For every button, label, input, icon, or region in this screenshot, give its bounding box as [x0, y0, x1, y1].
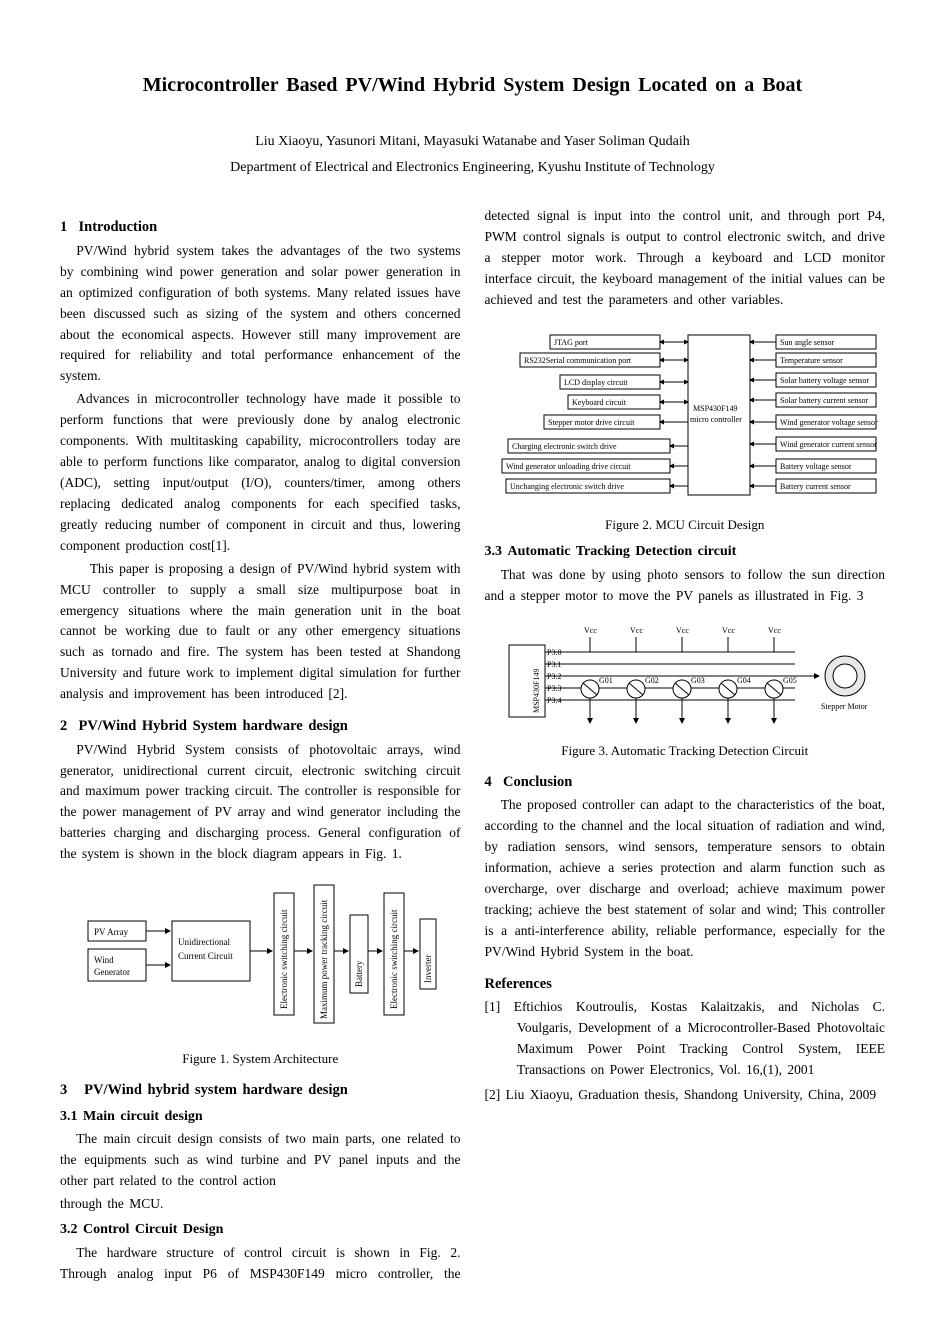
svg-text:G05: G05: [783, 676, 797, 685]
figure-3-svg: MSP430F149 P3.0 P3.1 P3.2 P3.3 P3.4 Vcc: [495, 617, 875, 737]
section-1-heading: 1 Introduction: [60, 216, 461, 238]
svg-text:Vcc: Vcc: [676, 626, 689, 635]
svg-text:Keyboard circuit: Keyboard circuit: [572, 398, 627, 407]
svg-text:Charging electronic switch dri: Charging electronic switch drive: [512, 442, 617, 451]
svg-text:LCD display circuit: LCD display circuit: [564, 378, 628, 387]
section-title: Control Circuit Design: [83, 1222, 223, 1237]
references-heading: References: [485, 973, 886, 995]
section-num: 3: [60, 1082, 67, 1098]
fig2-mcu-l2: micro controller: [690, 415, 742, 424]
svg-text:Wind generator voltage sensor: Wind generator voltage sensor: [780, 418, 878, 427]
section-num: 1: [60, 219, 67, 235]
reference-item: [2] Liu Xiaoyu, Graduation thesis, Shand…: [485, 1085, 886, 1106]
svg-text:Vcc: Vcc: [584, 626, 597, 635]
svg-text:JTAG port: JTAG port: [554, 338, 589, 347]
two-column-body: 1 Introduction PV/Wind hybrid system tak…: [60, 206, 885, 1286]
section-title: PV/Wind hybrid system hardware design: [84, 1082, 348, 1098]
section-3-3-heading: 3.3 Automatic Tracking Detection circuit: [485, 541, 886, 563]
fig1-wind-l2: Generator: [94, 967, 130, 977]
section-num: 4: [485, 774, 492, 790]
paper-title: Microcontroller Based PV/Wind Hybrid Sys…: [60, 70, 885, 101]
affiliation-line: Department of Electrical and Electronics…: [60, 157, 885, 179]
authors-line: Liu Xiaoyu, Yasunori Mitani, Mayasuki Wa…: [60, 131, 885, 153]
fig1-wind-l1: Wind: [94, 955, 114, 965]
figure-1-caption: Figure 1. System Architecture: [60, 1049, 461, 1069]
paragraph: This paper is proposing a design of PV/W…: [60, 559, 461, 705]
section-num: 3.1: [60, 1109, 78, 1124]
paragraph: PV/Wind Hybrid System consists of photov…: [60, 740, 461, 866]
svg-text:Battery current sensor: Battery current sensor: [780, 482, 851, 491]
svg-text:Wind generator current sensor: Wind generator current sensor: [780, 440, 877, 449]
fig1-mppt: Maximum power tracking circuit: [319, 899, 329, 1019]
fig1-batt: Battery: [354, 960, 364, 987]
svg-text:G01: G01: [599, 676, 613, 685]
figure-3: MSP430F149 P3.0 P3.1 P3.2 P3.3 P3.4 Vcc: [485, 617, 886, 761]
fig3-mcu: MSP430F149: [532, 668, 541, 712]
reference-item: [1] Eftichios Koutroulis, Kostas Kalaitz…: [485, 997, 886, 1081]
paragraph: The main circuit design consists of two …: [60, 1129, 461, 1192]
svg-text:Wind generator unloading drive: Wind generator unloading drive circuit: [506, 462, 631, 471]
fig1-esc1: Electronic switching circuit: [279, 909, 289, 1009]
svg-text:G02: G02: [645, 676, 659, 685]
section-num: 3.3: [485, 544, 503, 559]
svg-text:Vcc: Vcc: [722, 626, 735, 635]
svg-text:Vcc: Vcc: [768, 626, 781, 635]
svg-text:RS232Serial communication port: RS232Serial communication port: [524, 356, 632, 365]
paragraph-cont: through the MCU.: [60, 1194, 461, 1215]
fig1-esc2: Electronic switching circuit: [389, 909, 399, 1009]
svg-text:Unchanging electronic switch d: Unchanging electronic switch drive: [510, 482, 624, 491]
section-title: PV/Wind Hybrid System hardware design: [79, 718, 348, 734]
fig1-uni-l2: Current Circuit: [178, 951, 233, 961]
section-3-heading: 3 PV/Wind hybrid system hardware design: [60, 1079, 461, 1101]
svg-text:Battery voltage sensor: Battery voltage sensor: [780, 462, 852, 471]
fig3-motor: Stepper Motor: [821, 702, 868, 711]
svg-text:Solar battery voltage sensor: Solar battery voltage sensor: [780, 376, 869, 385]
svg-text:Vcc: Vcc: [630, 626, 643, 635]
paragraph: That was done by using photo sensors to …: [485, 565, 886, 607]
svg-text:Sun angle sensor: Sun angle sensor: [780, 338, 835, 347]
section-num: 3.2: [60, 1222, 78, 1237]
fig1-pv: PV Array: [94, 927, 129, 937]
section-title: Main circuit design: [83, 1109, 203, 1124]
section-title: Automatic Tracking Detection circuit: [508, 544, 737, 559]
section-title: Conclusion: [503, 774, 572, 790]
section-3-1-heading: 3.1 Main circuit design: [60, 1106, 461, 1128]
svg-text:Solar battery current sensor: Solar battery current sensor: [780, 396, 869, 405]
figure-2: MSP430F149 micro controller JTAG port RS…: [485, 321, 886, 535]
figure-1: PV Array Wind Generator Unidirectional C…: [60, 875, 461, 1069]
section-title: Introduction: [79, 219, 158, 235]
fig2-mcu-l1: MSP430F149: [693, 404, 737, 413]
fig2-left-group: JTAG port RS232Serial communication port…: [502, 335, 670, 493]
section-4-heading: 4 Conclusion: [485, 771, 886, 793]
svg-text:Temperature sensor: Temperature sensor: [780, 356, 843, 365]
svg-text:Stepper motor drive circuit: Stepper motor drive circuit: [548, 418, 635, 427]
paragraph: The proposed controller can adapt to the…: [485, 795, 886, 962]
fig2-right-group: Sun angle sensor Temperature sensor Sola…: [776, 335, 878, 493]
section-3-2-heading: 3.2 Control Circuit Design: [60, 1219, 461, 1241]
paragraph: PV/Wind hybrid system takes the advantag…: [60, 241, 461, 387]
section-2-heading: 2 PV/Wind Hybrid System hardware design: [60, 715, 461, 737]
figure-3-caption: Figure 3. Automatic Tracking Detection C…: [485, 741, 886, 761]
section-num: 2: [60, 718, 67, 734]
paragraph: Advances in microcontroller technology h…: [60, 389, 461, 556]
fig1-inv: Inverter: [423, 955, 433, 983]
figure-2-caption: Figure 2. MCU Circuit Design: [485, 515, 886, 535]
fig1-uni-l1: Unidirectional: [178, 937, 230, 947]
fig3-stages: Vcc G01 Vcc G02 Vcc: [581, 626, 797, 723]
figure-2-svg: MSP430F149 micro controller JTAG port RS…: [490, 321, 880, 511]
figure-1-svg: PV Array Wind Generator Unidirectional C…: [80, 875, 440, 1045]
svg-text:G04: G04: [737, 676, 751, 685]
svg-text:G03: G03: [691, 676, 705, 685]
